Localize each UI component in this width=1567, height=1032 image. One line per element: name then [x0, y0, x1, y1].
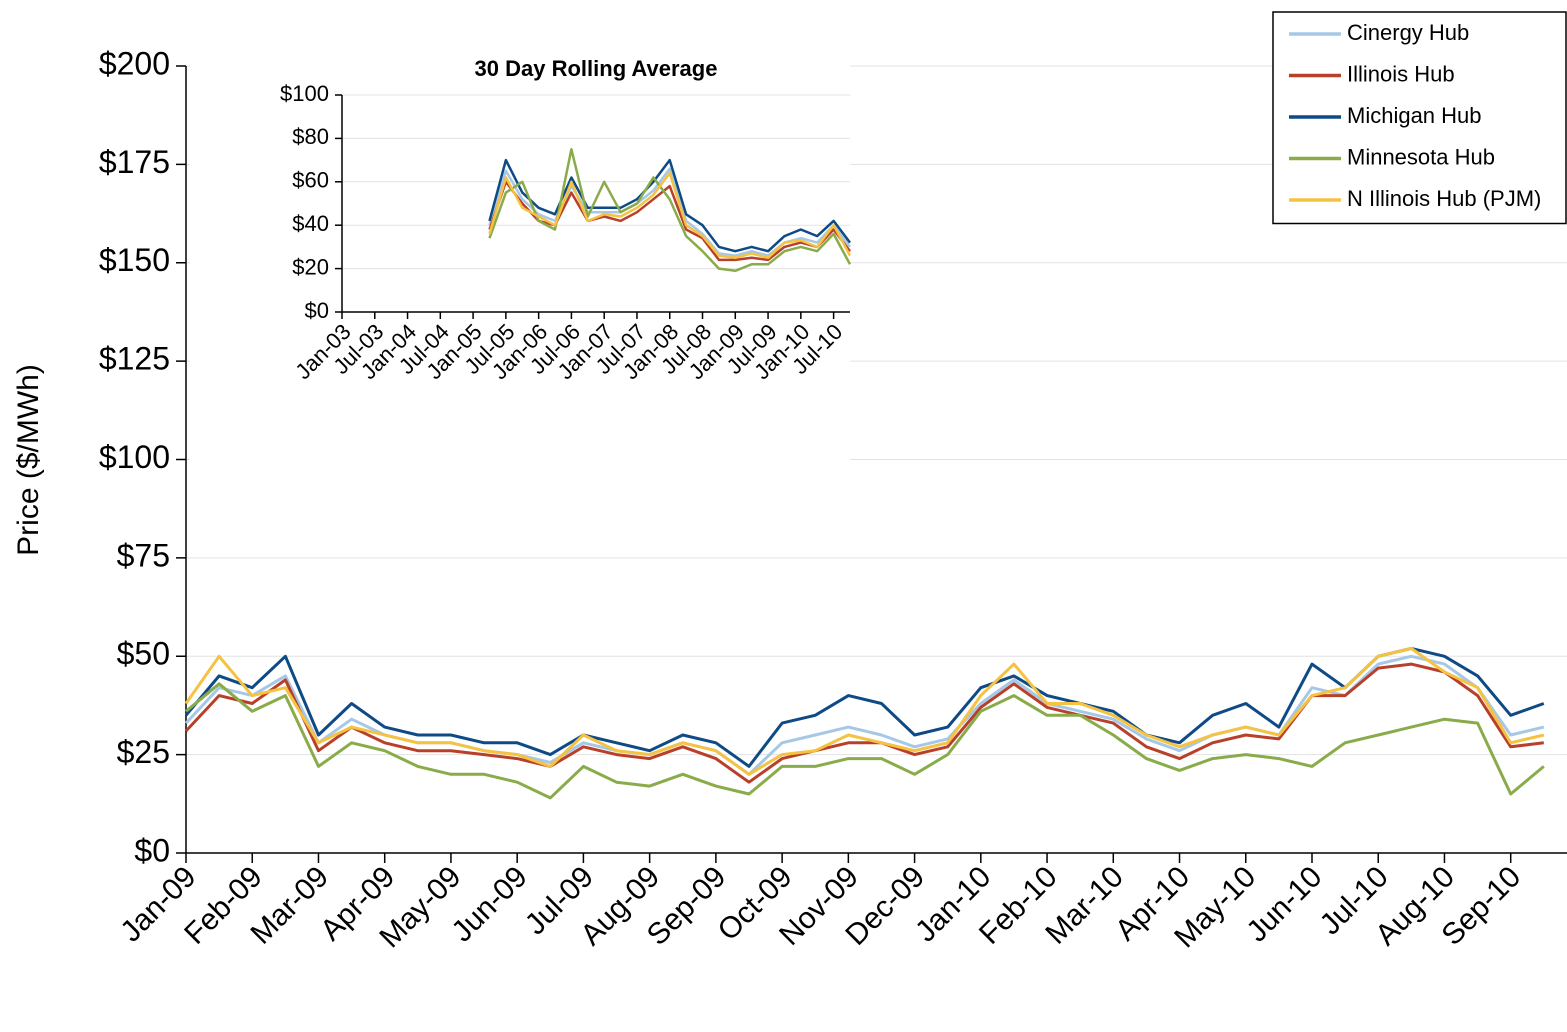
series-line — [488, 171, 852, 260]
legend-label: Cinergy Hub — [1347, 20, 1469, 45]
y-tick-label: $0 — [134, 832, 170, 868]
y-tick-label: $125 — [99, 341, 170, 377]
series-line — [184, 662, 1544, 784]
y-tick-label: $175 — [99, 144, 170, 180]
y-tick-label: $50 — [117, 636, 170, 672]
legend-label: N Illinois Hub (PJM) — [1347, 186, 1541, 211]
y-tick-label: $20 — [292, 254, 329, 279]
y-tick-label: $0 — [305, 298, 329, 323]
series-line — [184, 654, 1545, 776]
y-tick-label: $75 — [117, 537, 170, 573]
chart-title: 30 Day Rolling Average — [475, 56, 718, 81]
legend-label: Michigan Hub — [1347, 103, 1482, 128]
series-line — [184, 646, 1545, 768]
y-tick-label: $100 — [99, 439, 170, 475]
legend-label: Minnesota Hub — [1347, 144, 1495, 169]
y-tick-label: $200 — [99, 45, 170, 81]
y-tick-label: $40 — [292, 211, 329, 236]
legend-label: Illinois Hub — [1347, 61, 1455, 86]
x-tick-label: Jun-10 — [1240, 860, 1328, 948]
series-line — [185, 682, 1545, 800]
y-tick-label: $60 — [292, 168, 329, 193]
y-tick-label: $25 — [117, 734, 170, 770]
series-line — [488, 148, 852, 273]
y-tick-label: $100 — [280, 81, 329, 106]
y-tick-label: $80 — [292, 124, 329, 149]
series-line — [488, 158, 851, 253]
y-axis-title: Price ($/MWh) — [12, 364, 45, 556]
x-tick-label: Jun-09 — [446, 860, 534, 948]
series-line — [488, 180, 851, 262]
series-line — [184, 646, 1545, 776]
y-tick-label: $150 — [99, 242, 170, 278]
